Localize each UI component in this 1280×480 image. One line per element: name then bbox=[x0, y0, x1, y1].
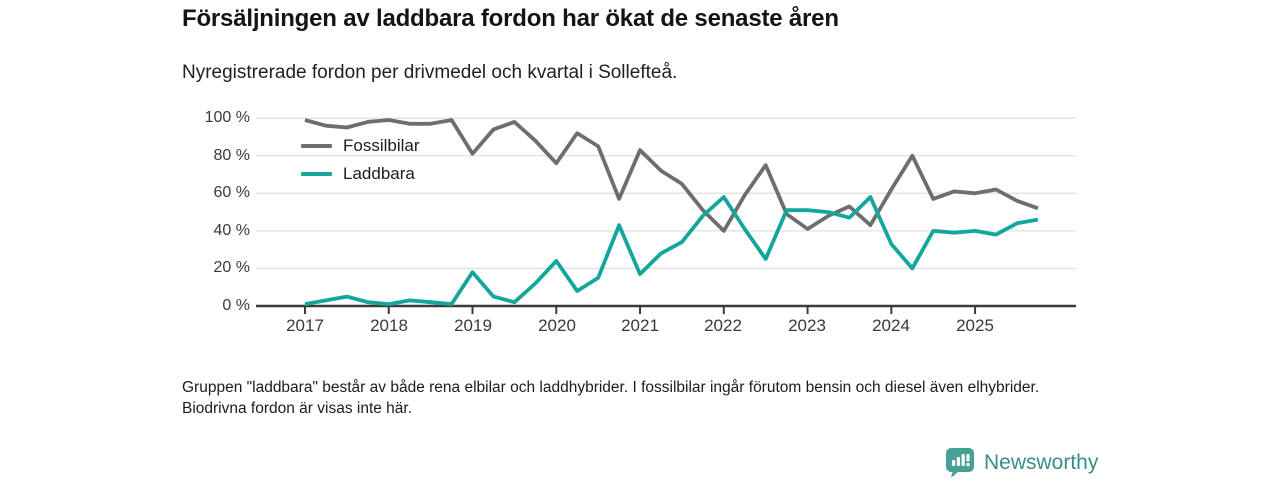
newsworthy-logo[interactable]: Newsworthy bbox=[945, 447, 1098, 479]
y-tick-label: 0 % bbox=[222, 297, 250, 314]
legend-label: Fossilbilar bbox=[343, 136, 420, 155]
legend-item-laddbara: Laddbara bbox=[301, 160, 420, 188]
legend: Fossilbilar Laddbara bbox=[301, 132, 420, 188]
x-tick-label: 2024 bbox=[872, 316, 910, 335]
y-tick-label: 40 % bbox=[213, 222, 250, 239]
chart-title: Försäljningen av laddbara fordon har öka… bbox=[182, 5, 839, 32]
x-tick-label: 2017 bbox=[286, 316, 324, 335]
x-tick-label: 2018 bbox=[370, 316, 408, 335]
y-tick-label: 80 % bbox=[213, 147, 250, 164]
legend-label: Laddbara bbox=[343, 164, 415, 183]
x-tick-label: 2025 bbox=[956, 316, 994, 335]
y-tick-label: 100 % bbox=[204, 109, 250, 126]
x-tick-label: 2022 bbox=[704, 316, 742, 335]
legend-item-fossilbilar: Fossilbilar bbox=[301, 132, 420, 160]
bar-chart-pin-icon bbox=[946, 448, 974, 478]
fossilbilar-line bbox=[304, 118, 1039, 233]
newsworthy-logo-text: Newsworthy bbox=[984, 451, 1099, 474]
x-tick-label: 2020 bbox=[538, 316, 576, 335]
laddbara-line-swatch bbox=[301, 172, 332, 176]
laddbara-line bbox=[304, 195, 1039, 307]
chart-subtitle: Nyregistrerade fordon per drivmedel och … bbox=[182, 62, 678, 83]
fossilbilar-line-swatch bbox=[301, 144, 332, 148]
y-tick-label: 20 % bbox=[213, 259, 250, 276]
x-tick-label: 2023 bbox=[788, 316, 826, 335]
y-tick-label: 60 % bbox=[213, 184, 250, 201]
x-tick-label: 2021 bbox=[621, 316, 659, 335]
chart-footnote: Gruppen "laddbara" består av både rena e… bbox=[182, 379, 1040, 417]
x-tick-label: 2019 bbox=[454, 316, 492, 335]
